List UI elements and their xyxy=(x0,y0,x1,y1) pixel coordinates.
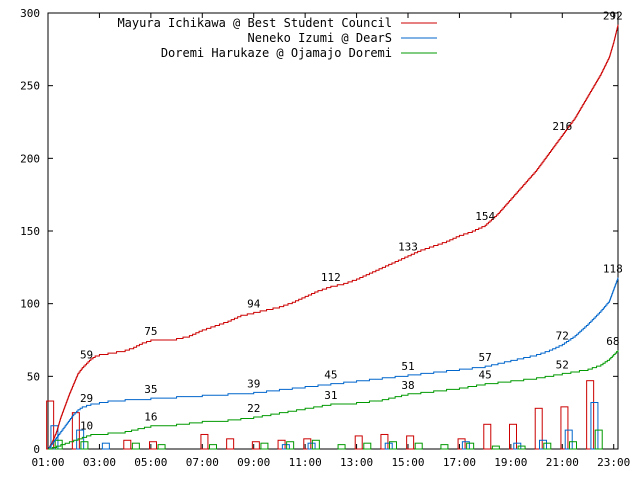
x-tick-label: 19:00 xyxy=(494,456,527,469)
hourly-bar xyxy=(157,444,166,450)
hourly-bar xyxy=(483,423,492,450)
hourly-bar xyxy=(414,442,423,450)
hourly-bar xyxy=(534,407,543,450)
hourly-bar xyxy=(101,442,110,450)
data-label: 29 xyxy=(80,392,93,405)
x-tick-label: 17:00 xyxy=(443,456,476,469)
y-tick-label: 100 xyxy=(20,298,40,311)
x-tick-label: 07:00 xyxy=(186,456,219,469)
hourly-bar xyxy=(389,441,397,450)
data-label: 39 xyxy=(247,377,260,390)
hourly-bar xyxy=(560,406,569,450)
y-tick-label: 50 xyxy=(27,370,40,383)
data-label: 292 xyxy=(603,10,623,23)
data-label: 45 xyxy=(479,369,492,382)
hourly-bar xyxy=(440,444,449,450)
y-tick-label: 250 xyxy=(20,80,40,93)
hourly-bar xyxy=(80,441,89,450)
hourly-bar xyxy=(569,441,577,450)
hourly-bar xyxy=(281,444,290,450)
data-label: 35 xyxy=(144,383,157,396)
x-tick-label: 09:00 xyxy=(237,456,270,469)
hourly-bar xyxy=(491,445,500,450)
cumulative-line xyxy=(48,350,619,450)
hourly-bar xyxy=(200,433,209,450)
x-tick-label: 05:00 xyxy=(134,456,167,469)
hourly-bar xyxy=(71,412,80,450)
hourly-bar xyxy=(260,442,269,450)
hourly-bar xyxy=(149,441,157,450)
hourly-bar xyxy=(406,435,415,450)
y-tick-label: 0 xyxy=(33,443,40,456)
hourly-bar xyxy=(363,442,372,450)
hourly-bar xyxy=(590,401,599,450)
legend-label: Neneko Izumi @ DearS xyxy=(248,31,393,45)
cumulative-lines xyxy=(48,24,619,450)
hourly-bar xyxy=(384,442,393,450)
x-tick-label: 03:00 xyxy=(83,456,116,469)
data-label: 133 xyxy=(398,241,418,254)
hourly-bar xyxy=(251,441,260,450)
hourly-bar xyxy=(564,429,573,450)
legend: Mayura Ichikawa @ Best Student CouncilNe… xyxy=(117,16,437,60)
hourly-bar xyxy=(123,439,132,450)
hourly-bar xyxy=(380,433,389,450)
data-label: 45 xyxy=(324,369,337,382)
hourly-bar xyxy=(76,429,85,450)
hourly-bar xyxy=(337,444,346,450)
data-label: 22 xyxy=(247,402,260,415)
legend-label: Mayura Ichikawa @ Best Student Council xyxy=(117,16,392,30)
hourly-bar xyxy=(466,442,475,450)
hourly-bar xyxy=(303,438,312,450)
data-label: 57 xyxy=(479,351,492,364)
axes: 0 50 100 150 200 250 300 01:00 03:00 05:00 07:00 09… xyxy=(20,7,630,469)
hourly-bar xyxy=(354,435,363,450)
data-label: 118 xyxy=(603,263,623,276)
hourly-bar xyxy=(586,380,595,450)
hourly-bar xyxy=(539,439,547,450)
hourly-bar xyxy=(226,438,235,450)
data-label: 52 xyxy=(556,358,569,371)
x-tick-label: 21:00 xyxy=(546,456,579,469)
hourly-bar xyxy=(286,441,295,450)
hourly-bar xyxy=(594,429,603,450)
hourly-bar xyxy=(543,442,552,450)
hourly-bar xyxy=(311,439,320,450)
hourly-bar xyxy=(307,442,316,450)
data-label: 112 xyxy=(321,271,341,284)
hourly-bar xyxy=(131,442,140,450)
data-label: 51 xyxy=(401,360,414,373)
data-label: 94 xyxy=(247,297,261,310)
x-tick-label: 11:00 xyxy=(289,456,322,469)
data-label: 68 xyxy=(606,335,619,348)
hourly-bar xyxy=(457,438,466,450)
hourly-bar xyxy=(461,441,470,450)
data-label: 72 xyxy=(556,329,569,342)
data-label: 10 xyxy=(80,419,93,432)
data-label: 16 xyxy=(144,411,157,424)
cumulative-line xyxy=(48,277,619,450)
hourly-bars xyxy=(46,380,603,450)
x-tick-label: 01:00 xyxy=(31,456,64,469)
data-label: 154 xyxy=(475,210,495,223)
legend-label: Doremi Harukaze @ Ojamajo Doremi xyxy=(161,46,392,60)
data-labels: 59 75 94 112 133 154 216 292 29 35 39 45 51 57 72 118 10… xyxy=(80,10,623,433)
x-tick-label: 13:00 xyxy=(340,456,373,469)
y-tick-label: 200 xyxy=(20,152,40,165)
y-tick-label: 150 xyxy=(20,225,40,238)
hourly-bar xyxy=(209,444,217,450)
data-label: 31 xyxy=(324,389,337,402)
hourly-bar xyxy=(509,423,517,450)
x-tick-label: 15:00 xyxy=(391,456,424,469)
data-label: 216 xyxy=(552,120,572,133)
y-tick-label: 300 xyxy=(20,7,40,20)
x-tick-label: 23:00 xyxy=(597,456,630,469)
data-label: 59 xyxy=(80,348,93,361)
data-label: 38 xyxy=(401,379,414,392)
hourly-bar xyxy=(517,445,526,450)
data-label: 75 xyxy=(144,325,157,338)
cumulative-line xyxy=(48,24,619,450)
